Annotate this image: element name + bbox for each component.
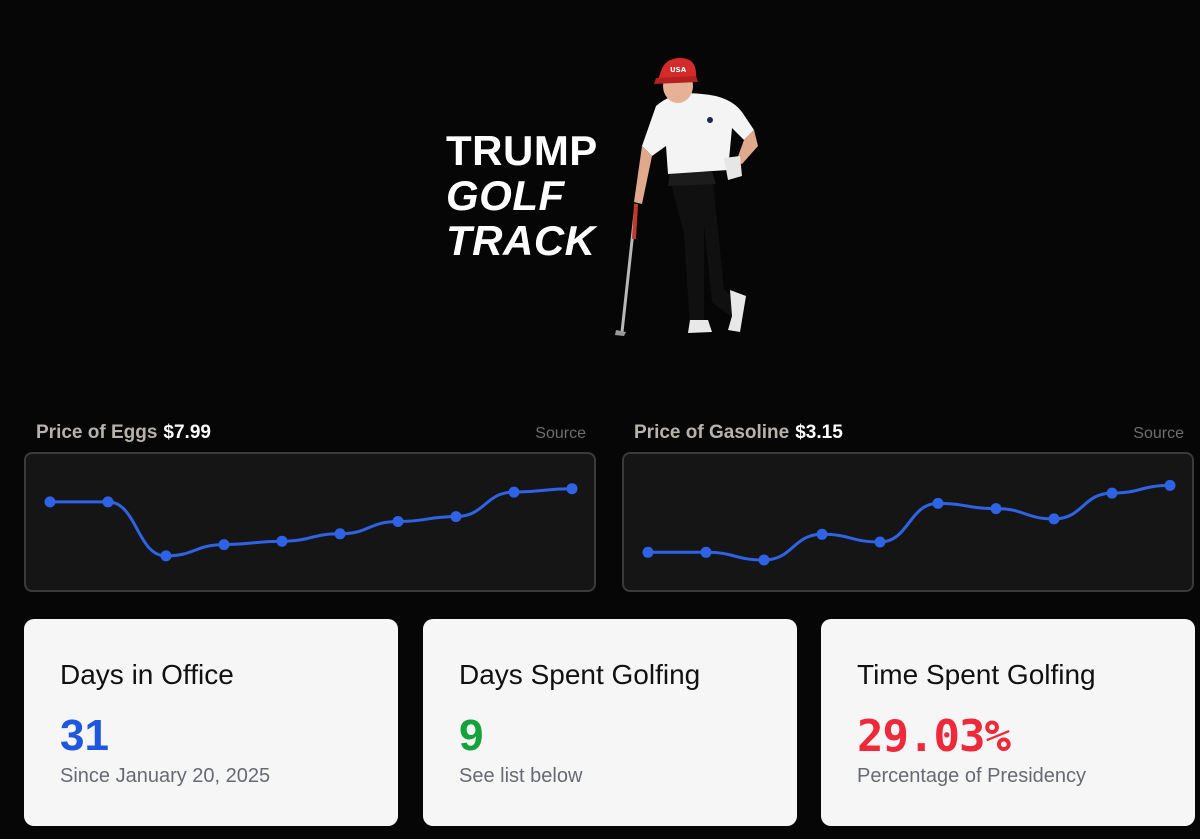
data-point[interactable]: [334, 528, 346, 540]
data-point[interactable]: [816, 528, 828, 540]
card-title: Time Spent Golfing: [857, 659, 1096, 690]
gas-source-link[interactable]: Source: [1133, 425, 1184, 442]
eggs-chart-header: Price of Eggs $7.99 Source: [24, 418, 598, 448]
days-golfing-card[interactable]: Days Spent Golfing 9 See list below: [423, 619, 797, 826]
time-golfing-card: Time Spent Golfing 29.03% Percentage of …: [821, 619, 1195, 826]
days-in-office-card: Days in Office 31 Since January 20, 2025: [24, 619, 398, 826]
card-title: Days Spent Golfing: [459, 659, 701, 690]
data-point[interactable]: [932, 497, 944, 509]
data-point[interactable]: [160, 550, 172, 562]
logo-line-2: GOLF: [446, 172, 565, 219]
gas-chart-area: [622, 452, 1194, 592]
data-point[interactable]: [44, 496, 56, 508]
data-point[interactable]: [566, 483, 578, 495]
data-point[interactable]: [276, 535, 288, 547]
series-line: [50, 487, 573, 558]
gas-chart-panel: Price of Gasoline $3.15 Source: [622, 418, 1196, 596]
site-logo[interactable]: TRUMP GOLF TRACK: [446, 128, 598, 263]
data-point[interactable]: [990, 503, 1002, 515]
logo-line-1: TRUMP: [446, 127, 598, 174]
eggs-chart-title: Price of Eggs: [36, 422, 158, 443]
eggs-chart-area: [24, 452, 596, 592]
card-title: Days in Office: [60, 659, 234, 690]
eggs-chart-panel: Price of Eggs $7.99 Source: [24, 418, 598, 596]
time-golfing-value: 29.03%: [857, 711, 1011, 762]
gas-line-chart: [642, 479, 1176, 566]
eggs-source-link[interactable]: Source: [535, 425, 586, 442]
eggs-line-chart: [44, 483, 578, 562]
data-point[interactable]: [1048, 513, 1060, 525]
data-point[interactable]: [1164, 479, 1176, 491]
data-point[interactable]: [218, 539, 230, 551]
data-point[interactable]: [700, 546, 712, 558]
card-subtitle: Since January 20, 2025: [60, 765, 271, 787]
hero-section: TRUMP GOLF TRACK USA: [0, 0, 1200, 400]
gas-chart-label: Price of Gasoline $3.15: [634, 422, 843, 444]
logo-line-3: TRACK: [446, 217, 596, 264]
data-point[interactable]: [874, 536, 886, 548]
data-point[interactable]: [1106, 487, 1118, 499]
eggs-price-value: $7.99: [163, 422, 211, 443]
days-in-office-value: 31: [60, 711, 109, 760]
days-golfing-value: 9: [459, 711, 484, 760]
card-subtitle: Percentage of Presidency: [857, 765, 1087, 787]
golfer-image: USA: [615, 58, 758, 336]
gas-chart-header: Price of Gasoline $3.15 Source: [622, 418, 1196, 448]
cap-text: USA: [670, 66, 687, 74]
data-point[interactable]: [508, 486, 520, 498]
data-point[interactable]: [450, 511, 462, 523]
data-point[interactable]: [102, 496, 114, 508]
eggs-chart-label: Price of Eggs $7.99: [36, 422, 211, 444]
see-list-link[interactable]: See list below: [459, 765, 583, 787]
gas-price-value: $3.15: [795, 422, 843, 443]
gas-chart-title: Price of Gasoline: [634, 422, 790, 443]
data-point[interactable]: [392, 516, 404, 527]
data-point[interactable]: [758, 554, 770, 566]
series-line: [648, 483, 1171, 562]
data-point[interactable]: [642, 546, 654, 558]
